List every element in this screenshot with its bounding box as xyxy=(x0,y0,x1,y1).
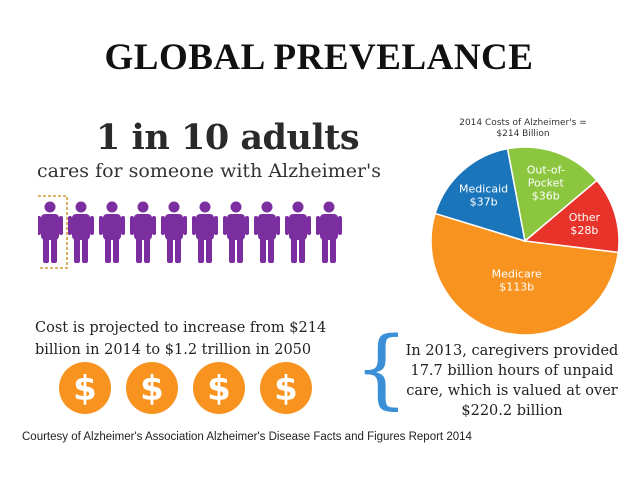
pie-slice-label: Other $28b xyxy=(569,211,601,237)
slide-title: GLOBAL PREVELANCE xyxy=(104,37,534,78)
person-icon xyxy=(68,201,94,263)
source-credit: Courtesy of Alzheimer's Association Alzh… xyxy=(22,431,472,443)
dollar-coin-icon: $ xyxy=(126,362,178,414)
person-icon xyxy=(161,201,187,263)
costs-pie-chart: Medicare $113b Medicaid $37b Out-of-Pocket $3… xyxy=(430,146,620,336)
pie-slice-label: Medicare $113b xyxy=(492,268,542,294)
person-icon xyxy=(316,201,342,263)
highlight-box xyxy=(38,195,68,269)
pie-chart-title: 2014 Costs of Alzheimer's = $214 Billion xyxy=(459,118,587,139)
caregiver-hours-text: In 2013, caregivers provided 17.7 billio… xyxy=(405,343,619,419)
svg-text:$: $ xyxy=(207,369,231,409)
pie-slice-label: Out-of-Pocket $36b xyxy=(527,164,565,203)
person-icon xyxy=(38,201,63,263)
dollar-coin-row: $ $ $ $ xyxy=(59,362,312,414)
person-icon xyxy=(192,201,218,263)
pie-slice xyxy=(434,147,526,243)
curly-brace-icon: { xyxy=(354,319,409,419)
pie-slice xyxy=(430,212,620,336)
pie-slice xyxy=(523,179,620,254)
person-icon xyxy=(99,201,125,263)
dollar-coin-icon: $ xyxy=(260,362,312,414)
pie-slice-label: Medicaid $37b xyxy=(459,182,508,208)
cost-projection-text: Cost is projected to increase from $214 … xyxy=(35,320,327,358)
person-icon xyxy=(285,201,311,263)
dollar-coin-icon: $ xyxy=(59,362,111,414)
person-icon xyxy=(130,201,156,263)
svg-text:$: $ xyxy=(274,369,298,409)
pie-slice xyxy=(506,146,598,243)
person-icon xyxy=(254,201,280,263)
person-icon xyxy=(223,201,249,263)
caregiver-stat-subline: cares for someone with Alzheimer's xyxy=(37,160,382,182)
svg-text:$: $ xyxy=(140,369,164,409)
caregiver-stat-headline: 1 in 10 adults xyxy=(96,117,360,158)
dollar-coin-icon: $ xyxy=(193,362,245,414)
svg-text:$: $ xyxy=(73,369,97,409)
people-icon-row xyxy=(38,195,342,269)
